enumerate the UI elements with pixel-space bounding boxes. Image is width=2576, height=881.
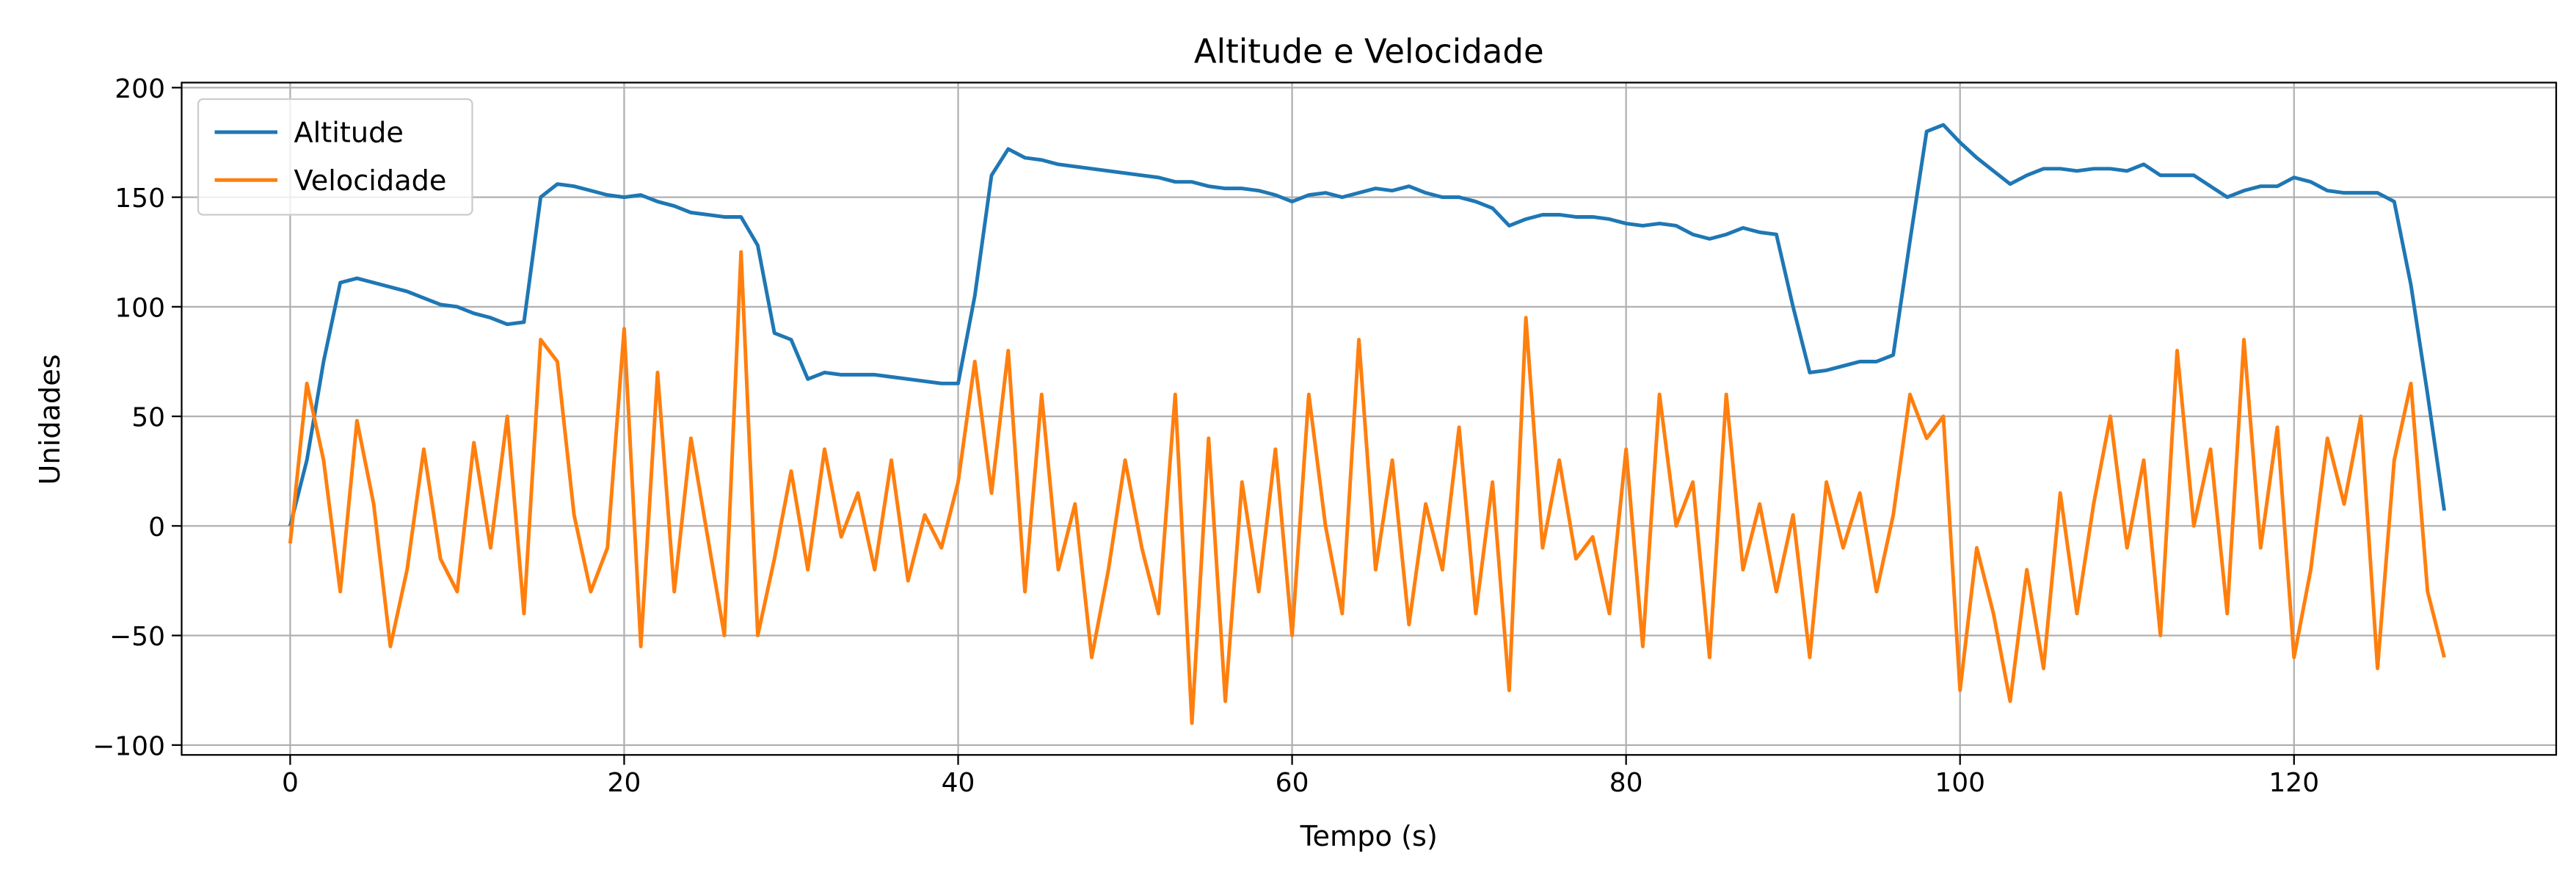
data-line (288, 250, 2446, 725)
y-tick-label: 100 (114, 293, 165, 323)
chart-title: Altitude e Velocidade (1194, 32, 1544, 71)
y-tick-label: 150 (114, 184, 165, 214)
y-axis-label: Unidades (34, 354, 67, 485)
x-tick-label: 60 (1276, 768, 1309, 798)
x-tick-label: 0 (282, 768, 299, 798)
plot-frame (181, 81, 2558, 756)
y-tick-label: −50 (109, 622, 165, 652)
x-tick-label: 40 (942, 768, 975, 798)
legend-label: Altitude (294, 117, 404, 150)
x-axis-label: Tempo (s) (1300, 820, 1438, 853)
x-tick-label: 120 (2268, 768, 2319, 798)
y-tick-label: 200 (114, 74, 165, 104)
x-tick-label: 20 (608, 768, 641, 798)
y-tick-label: 0 (148, 512, 165, 543)
legend-label: Velocidade (294, 164, 447, 197)
data-line (288, 123, 2447, 526)
y-tick-label: −100 (92, 731, 165, 761)
y-tick-label: 50 (131, 403, 165, 433)
x-tick-label: 100 (1935, 768, 1985, 798)
legend: Altitude Velocidade (197, 98, 473, 216)
legend-box (197, 98, 473, 216)
x-tick-label: 80 (1609, 768, 1643, 798)
